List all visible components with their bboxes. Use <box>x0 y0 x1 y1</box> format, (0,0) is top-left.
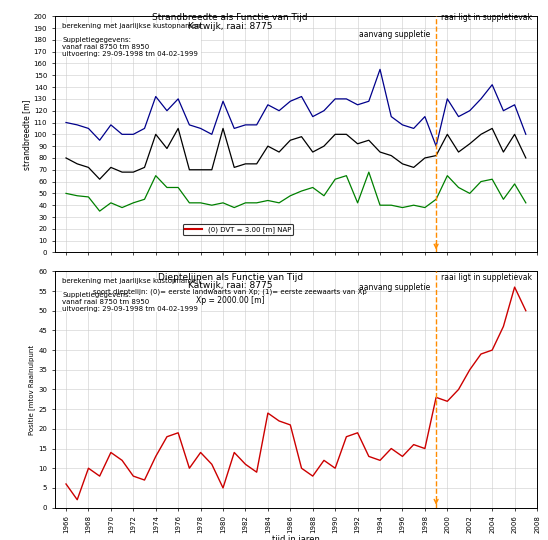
Text: berekening met jaarlijkse kustopnamen

Suppletiegegevens:
vanaf raai 8750 tm 895: berekening met jaarlijkse kustopnamen Su… <box>62 279 201 313</box>
Text: Strandbreedte als Functie van Tijd: Strandbreedte als Functie van Tijd <box>152 14 308 23</box>
Legend: (0) DVT = 3.00 [m] NAP: (0) DVT = 3.00 [m] NAP <box>183 224 293 235</box>
Text: aanvang suppletie: aanvang suppletie <box>359 30 431 39</box>
Y-axis label: Positie [mtov Raainulpunt: Positie [mtov Raainulpunt <box>28 345 36 435</box>
Text: soort dieptelijn: (0)= eerste landwaarts van Xp; (1)= eerste zeewaarts van Xp: soort dieptelijn: (0)= eerste landwaarts… <box>93 289 367 295</box>
Text: berekening met jaarlijkse kustopnamen

Suppletiegegevens:
vanaf raai 8750 tm 895: berekening met jaarlijkse kustopnamen Su… <box>62 23 201 57</box>
X-axis label: tijd in jaren: tijd in jaren <box>272 535 320 540</box>
Text: raai ligt in suppletievak: raai ligt in suppletievak <box>441 273 532 282</box>
Text: Katwijk, raai: 8775: Katwijk, raai: 8775 <box>188 281 272 290</box>
Text: raai ligt in suppletievak: raai ligt in suppletievak <box>441 14 532 23</box>
Text: Xp = 2000.00 [m]: Xp = 2000.00 [m] <box>196 296 264 305</box>
Y-axis label: strandbreedte [m]: strandbreedte [m] <box>22 99 31 170</box>
Text: Dieptelijnen als Functie van Tijd: Dieptelijnen als Functie van Tijd <box>158 273 302 282</box>
Text: aanvang suppletie: aanvang suppletie <box>359 283 431 292</box>
Text: Katwijk, raai: 8775: Katwijk, raai: 8775 <box>188 22 272 31</box>
